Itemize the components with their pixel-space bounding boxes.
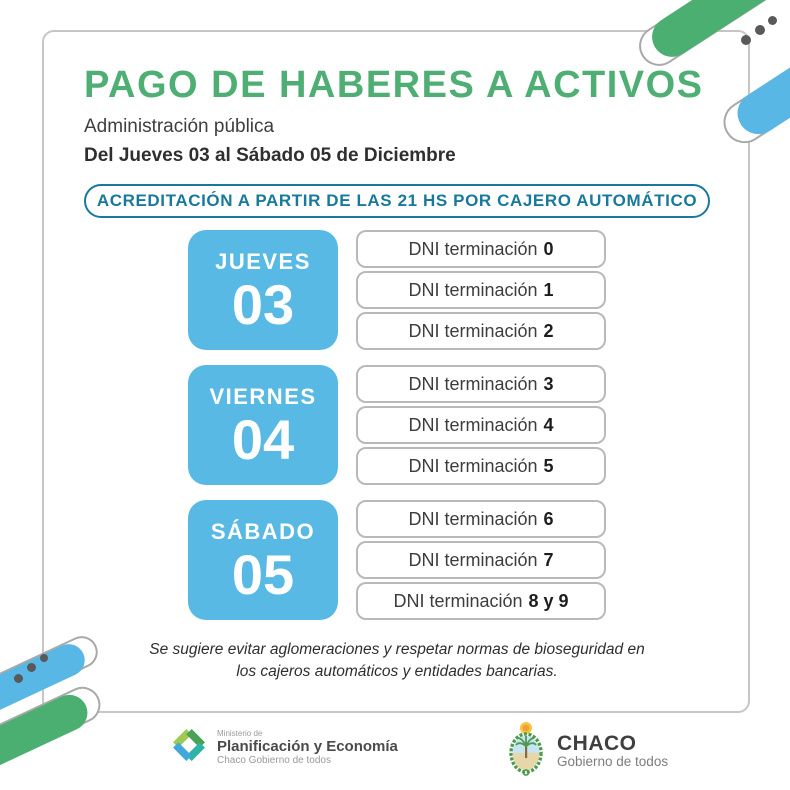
page-title: PAGO DE HABERES A ACTIVOS	[84, 64, 704, 106]
accreditation-banner: ACREDITACIÓN A PARTIR DE LAS 21 HS POR C…	[84, 184, 710, 218]
dni-row-label: DNI terminación	[408, 455, 538, 476]
dni-row-label: DNI terminación	[408, 279, 538, 300]
announcement-card: PAGO DE HABERES A ACTIVOS Administración…	[42, 30, 750, 713]
dot-decoration	[768, 16, 777, 25]
dni-row-label: DNI terminación	[408, 373, 538, 394]
chaco-logo: CHACO Gobierno de todos	[505, 720, 668, 781]
dni-row-label: DNI terminación	[408, 414, 538, 435]
dot-decoration	[755, 25, 765, 35]
dni-row-ending: 7	[543, 549, 554, 570]
safety-note: Se sugiere evitar aglomeraciones y respe…	[149, 641, 645, 680]
chaco-crest-icon	[505, 720, 547, 781]
chaco-name: CHACO	[557, 731, 637, 755]
ministry-logo: Ministerio de Planificación y Economía C…	[170, 726, 398, 769]
ministry-pre-label: Ministerio de	[217, 728, 263, 738]
dni-row: DNI terminación 8 y 9	[356, 582, 606, 620]
day-number: 04	[231, 408, 295, 471]
ministry-sub-label: Chaco Gobierno de todos	[217, 754, 331, 766]
dni-row-label: DNI terminación	[408, 320, 538, 341]
dot-decoration	[14, 674, 23, 683]
day-name: SÁBADO	[210, 519, 316, 544]
dot-decoration	[741, 35, 751, 45]
day-number: 03	[231, 273, 295, 336]
day-name: JUEVES	[215, 249, 311, 274]
day-tile: JUEVES 03	[188, 230, 338, 350]
dni-row: DNI terminación 1	[356, 271, 606, 309]
schedule: JUEVES 03 DNI terminación 0 DNI terminación 1…	[84, 230, 710, 620]
day-number: 05	[231, 543, 295, 606]
dni-row-ending: 8 y 9	[528, 590, 569, 611]
dni-row: DNI terminación 3	[356, 365, 606, 403]
dni-row-ending: 1	[543, 279, 554, 300]
dni-row-ending: 2	[543, 320, 554, 341]
day-name: VIERNES	[209, 384, 317, 409]
ministry-diamond-icon	[170, 726, 208, 769]
dni-row-label: DNI terminación	[408, 508, 538, 529]
dni-row-label: DNI terminación	[408, 238, 538, 259]
dot-decoration	[27, 663, 36, 672]
subtitle: Administración pública	[84, 116, 275, 137]
schedule-group: JUEVES 03 DNI terminación 0 DNI terminación 1…	[188, 230, 606, 350]
schedule-group: SÁBADO 05 DNI terminación 6 DNI terminación 7…	[188, 500, 606, 620]
day-tile: SÁBADO 05	[188, 500, 338, 620]
dni-row: DNI terminación 5	[356, 447, 606, 485]
dni-row: DNI terminación 4	[356, 406, 606, 444]
dni-row-ending: 6	[543, 508, 554, 529]
dni-row-ending: 5	[543, 455, 554, 476]
dni-row-ending: 4	[543, 414, 554, 435]
capsule-decoration	[0, 688, 94, 788]
dni-row: DNI terminación 6	[356, 500, 606, 538]
schedule-group: VIERNES 04 DNI terminación 3 DNI terminación…	[188, 365, 606, 485]
dni-rows: DNI terminación 6 DNI terminación 7 DNI term…	[356, 500, 606, 620]
dni-row-ending: 0	[543, 238, 554, 259]
date-range: Del Jueves 03 al Sábado 05 de Diciembre	[84, 145, 456, 166]
dni-row-label: DNI terminación	[393, 590, 523, 611]
dni-row: DNI terminación 7	[356, 541, 606, 579]
dni-rows: DNI terminación 3 DNI terminación 4 DNI term…	[356, 365, 606, 485]
dni-row: DNI terminación 0	[356, 230, 606, 268]
dni-rows: DNI terminación 0 DNI terminación 1 DNI term…	[356, 230, 606, 350]
ministry-name: Planificación y Economía	[217, 737, 398, 755]
dni-row: DNI terminación 2	[356, 312, 606, 350]
dot-decoration	[40, 654, 48, 662]
day-tile: VIERNES 04	[188, 365, 338, 485]
dni-row-label: DNI terminación	[408, 549, 538, 570]
chaco-sub-label: Gobierno de todos	[557, 753, 669, 769]
dni-row-ending: 3	[543, 373, 554, 394]
